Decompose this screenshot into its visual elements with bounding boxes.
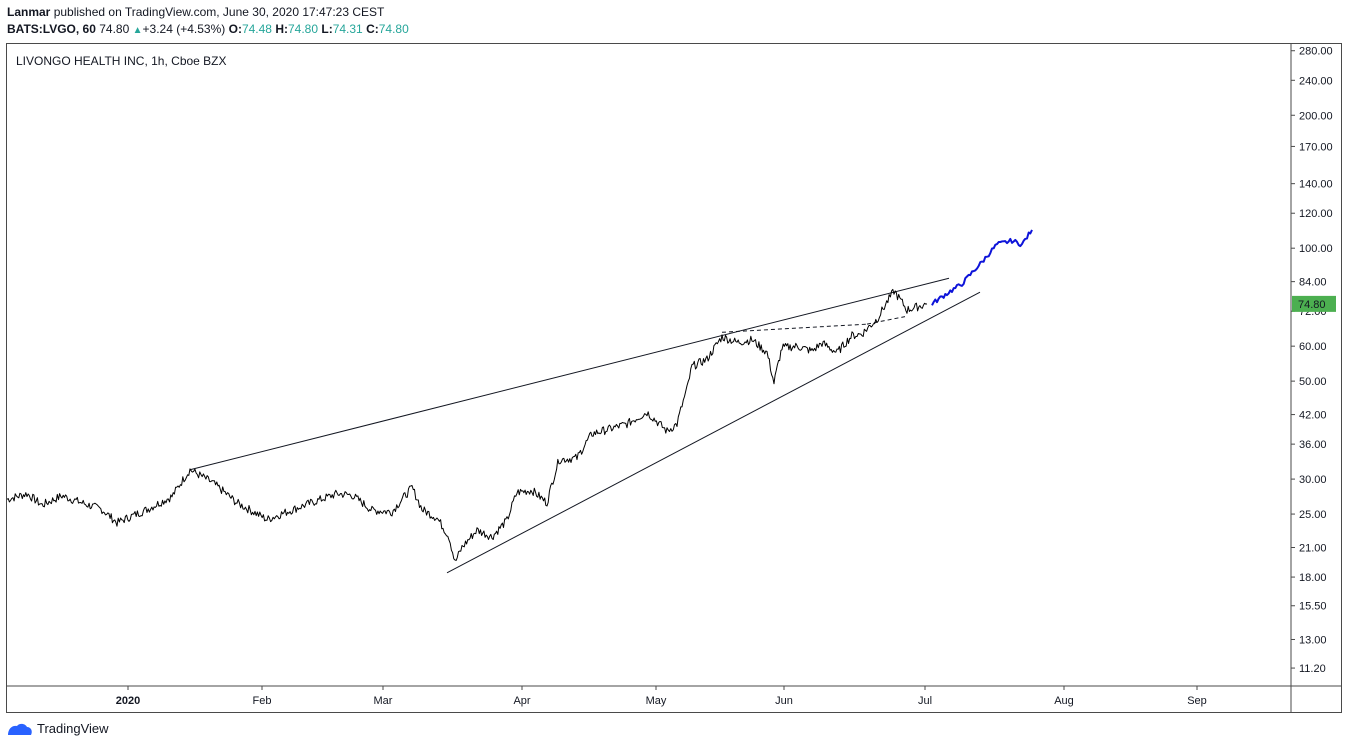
- up-triangle-icon: ▲: [132, 25, 143, 36]
- open-value: 74.48: [241, 22, 272, 36]
- x-tick-label: Apr: [513, 695, 530, 707]
- x-tick-label: Jun: [775, 695, 793, 707]
- published-text: published on TradingView.com, June 30, 2…: [53, 5, 385, 19]
- trendline-drawings[interactable]: [189, 277, 981, 574]
- price-label-box: [1292, 295, 1336, 312]
- symbol-label: BATS:LVGO, 60: [7, 22, 96, 36]
- x-tick-label: May: [646, 695, 667, 707]
- price-axis[interactable]: 280.00 240.00 200.00 170.00 140.00 120.00 100.…: [1291, 46, 1333, 675]
- x-tick-label: Mar: [374, 695, 393, 707]
- low-label: L:: [321, 22, 333, 36]
- high-label: H:: [275, 22, 288, 36]
- high-value: 74.80: [288, 22, 319, 36]
- close-value: 74.80: [378, 22, 409, 36]
- price-change: +3.24 (+4.53%): [142, 22, 226, 36]
- y-tick-label: 140.00: [1299, 179, 1333, 191]
- y-tick-label: 60.00: [1299, 341, 1327, 353]
- x-tick-label: Jul: [918, 695, 932, 707]
- y-tick-label: 25.00: [1299, 509, 1327, 521]
- x-tick-label: Aug: [1054, 695, 1074, 707]
- y-tick-label: 21.00: [1299, 543, 1327, 555]
- publish-line: Lanmar published on TradingView.com, Jun…: [7, 4, 409, 21]
- price-label-text: 74.80: [1298, 299, 1326, 311]
- chart-header: Lanmar published on TradingView.com, Jun…: [7, 4, 409, 39]
- y-tick-label: 280.00: [1299, 46, 1333, 58]
- y-tick-label: 100.00: [1299, 243, 1333, 255]
- y-tick-label: 170.00: [1299, 141, 1333, 153]
- price-line[interactable]: [6, 288, 928, 561]
- x-tick-label: Feb: [253, 695, 272, 707]
- last-price-label: 74.80: [1292, 295, 1336, 312]
- y-tick-label: 15.50: [1299, 601, 1327, 613]
- y-tick-label: 42.00: [1299, 410, 1327, 422]
- low-value: 74.31: [332, 22, 363, 36]
- y-tick-label: 36.00: [1299, 439, 1327, 451]
- x-tick-label: Sep: [1187, 695, 1207, 707]
- projection-line[interactable]: [931, 229, 1033, 306]
- time-axis[interactable]: 2020 Feb Mar Apr May Jun Jul Aug Sep: [116, 686, 1207, 707]
- author-name[interactable]: Lanmar: [7, 5, 51, 19]
- y-tick-label: 13.00: [1299, 634, 1327, 646]
- brand-name: TradingView: [37, 721, 109, 736]
- chart-frame[interactable]: [6, 43, 1342, 713]
- close-label: C:: [366, 22, 379, 36]
- last-price: 74.80: [99, 22, 130, 36]
- y-tick-label: 50.00: [1299, 376, 1327, 388]
- dashed-trendline[interactable]: [866, 316, 906, 325]
- y-tick-label: 11.20: [1299, 663, 1326, 675]
- y-tick-label: 120.00: [1299, 208, 1333, 220]
- symbol-title: LIVONGO HEALTH INC, 1h, Cboe BZX: [16, 54, 227, 68]
- open-label: O:: [228, 22, 242, 36]
- y-tick-label: 240.00: [1299, 75, 1333, 87]
- x-tick-label: 2020: [116, 695, 140, 707]
- y-tick-label: 30.00: [1299, 474, 1327, 486]
- wedge-trendline[interactable]: [446, 291, 981, 574]
- footer-brand[interactable]: TradingView: [7, 721, 109, 736]
- dashed-trendline[interactable]: [721, 323, 868, 333]
- ohlc-line: BATS:LVGO, 60 74.80 ▲+3.24 (+4.53%) O:74…: [7, 21, 409, 39]
- wedge-trendline[interactable]: [189, 277, 950, 471]
- tradingview-logo-icon: [8, 723, 32, 735]
- y-tick-label: 18.00: [1299, 572, 1327, 584]
- y-tick-label: 200.00: [1299, 110, 1333, 122]
- price-series: [6, 229, 1033, 561]
- y-tick-label: 84.00: [1299, 277, 1327, 289]
